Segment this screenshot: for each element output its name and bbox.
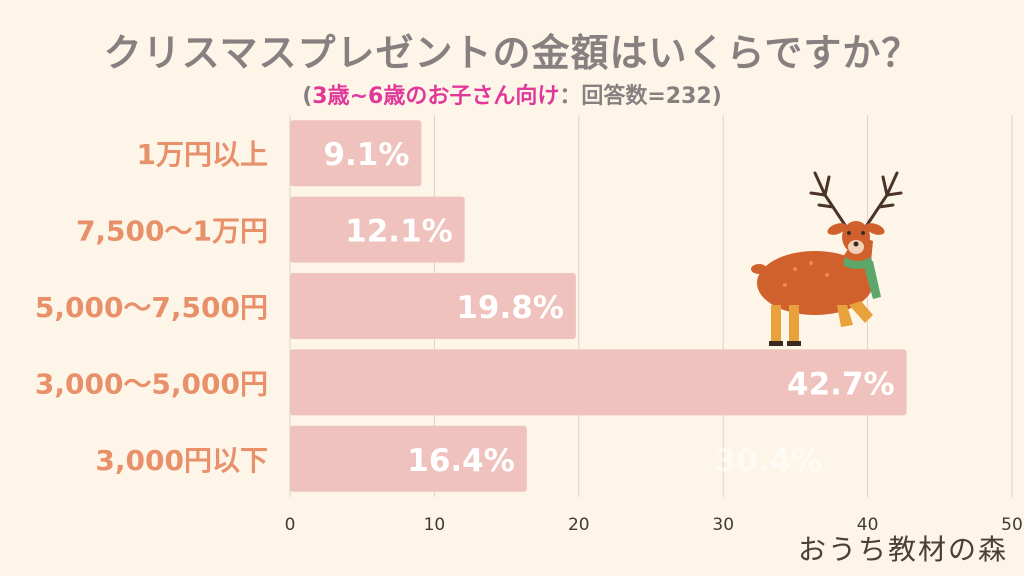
reindeer-icon (751, 171, 903, 346)
value-label-0: 9.1% (323, 137, 409, 173)
page-title: クリスマスプレゼントの金額はいくらですか？ (103, 31, 921, 75)
bar-3 (290, 349, 907, 416)
value-label-4: 16.4% (407, 443, 515, 479)
subtitle-open-paren: ( (302, 84, 313, 109)
bar-2 (290, 273, 576, 339)
brand-logo-text: おうち教材の森 (797, 533, 1008, 566)
category-label-0: 1万円以上 (137, 138, 268, 171)
x-tick-label-1: 10 (424, 515, 446, 535)
x-tick-label-5: 50 (1001, 515, 1023, 535)
bar-0 (290, 120, 422, 187)
category-label-1: 7,500〜1万円 (76, 215, 268, 248)
x-tick-label-3: 30 (712, 515, 734, 535)
page-subtitle: (3歳~6歳のお子さん向け：回答数=232) (0, 78, 1024, 110)
subtitle-target-age: 3歳~6歳のお子さん向け (312, 84, 560, 109)
subtitle-response-count: ：回答数=232) (559, 84, 722, 109)
value-label-3: 42.7% (787, 366, 895, 402)
category-label-3: 3,000〜5,000円 (35, 367, 268, 400)
bar-4 (290, 425, 527, 492)
bar-1 (290, 196, 465, 263)
x-tick-label-4: 40 (857, 515, 879, 535)
x-tick-label-2: 20 (568, 515, 590, 535)
value-label-1: 12.1% (345, 214, 453, 250)
category-label-2: 5,000〜7,500円 (35, 291, 268, 324)
faint-annotation: 30.4% (714, 443, 822, 479)
category-label-4: 3,000円以下 (95, 444, 268, 477)
value-label-2: 19.8% (456, 290, 564, 326)
x-tick-label-0: 0 (285, 515, 296, 535)
